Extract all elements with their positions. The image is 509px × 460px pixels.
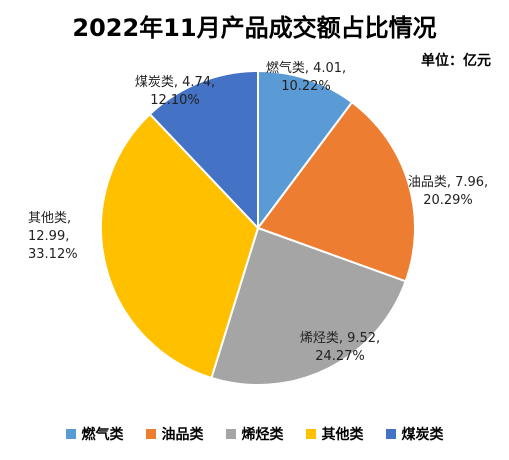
legend-item-2: 油品类 bbox=[145, 424, 204, 444]
legend-swatch-4 bbox=[305, 429, 316, 439]
unit-label: 单位：亿元 bbox=[421, 53, 491, 69]
legend-item-4: 其他类 bbox=[305, 424, 364, 444]
chart-title: 2022年11月产品成交额占比情况 bbox=[72, 14, 437, 42]
legend-item-1: 燃气类 bbox=[65, 424, 124, 444]
legend-label-2: 油品类 bbox=[161, 427, 204, 443]
legend-label-3: 烯烃类 bbox=[241, 427, 284, 443]
legend-swatch-2 bbox=[145, 429, 156, 439]
legend-swatch-5 bbox=[385, 429, 396, 439]
pie-slice-5 bbox=[148, 69, 259, 231]
legend-label-1: 燃气类 bbox=[81, 427, 124, 443]
legend-item-3: 烯烃类 bbox=[225, 424, 284, 444]
data-label-4: 其他类, 12.99, 33.12% bbox=[28, 211, 78, 262]
data-label-1: 燃气类, 4.01, 10.22% bbox=[266, 60, 346, 94]
data-label-3: 烯烃类, 9.52, 24.27% bbox=[300, 331, 380, 364]
pie-slice-4 bbox=[100, 112, 260, 380]
legend-swatch-1 bbox=[65, 429, 76, 439]
data-label-2: 油品类, 7.96, 20.29% bbox=[408, 175, 488, 208]
pie-slice-1 bbox=[257, 69, 354, 232]
data-label-5: 煤炭类, 4.74, 12.10% bbox=[135, 75, 215, 108]
pie-slice-2 bbox=[256, 100, 416, 283]
legend-swatch-3 bbox=[225, 429, 236, 439]
legend-label-5: 煤炭类 bbox=[401, 427, 444, 443]
legend-item-5: 煤炭类 bbox=[385, 424, 444, 444]
pie-slice-3 bbox=[210, 226, 407, 386]
legend-label-4: 其他类 bbox=[321, 427, 364, 443]
legend: 燃气类 油品类 烯烃类 其他类 煤炭类 bbox=[0, 424, 509, 444]
